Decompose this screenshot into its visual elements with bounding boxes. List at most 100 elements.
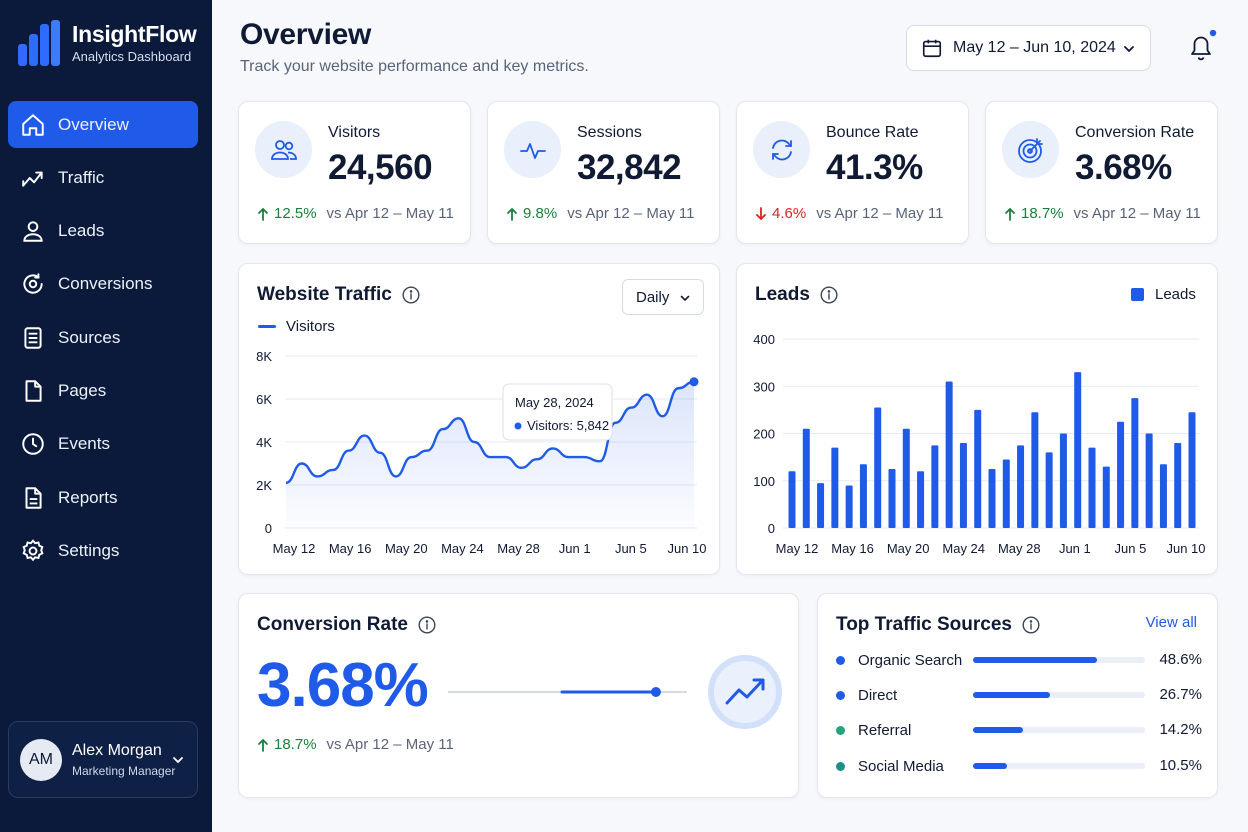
sidebar-item-label: Traffic [58, 167, 105, 187]
chevron-down-icon [1124, 46, 1134, 53]
page-subtitle: Track your website performance and key m… [240, 58, 589, 75]
source-percent: 26.7% [1159, 686, 1202, 703]
legend-label: Leads [1155, 286, 1196, 303]
source-row-social-media[interactable]: Social Media 10.5% [836, 755, 1202, 777]
sidebar-item-label: Sources [58, 327, 121, 347]
page-title: Overview [240, 18, 372, 51]
info-icon[interactable] [1022, 616, 1040, 634]
source-row-organic-search[interactable]: Organic Search 48.6% [836, 649, 1202, 671]
sidebar-item-conversions[interactable]: Conversions [8, 261, 198, 308]
source-bar [973, 763, 1008, 769]
source-bar [973, 657, 1097, 663]
x-tick-label: Jun 10 [1166, 541, 1205, 556]
date-range-label: May 12 – Jun 10, 2024 [953, 39, 1116, 56]
sidebar-item-settings[interactable]: Settings [8, 527, 198, 574]
sidebar-item-pages[interactable]: Pages [8, 367, 198, 414]
list-icon [24, 326, 42, 349]
card-title: Website Traffic [257, 284, 392, 305]
view-all-link[interactable]: View all [1145, 614, 1197, 631]
notification-bell-icon[interactable] [1186, 30, 1218, 64]
kpi-compare: vs Apr 12 – May 11 [326, 205, 454, 222]
sidebar-item-sources[interactable]: Sources [8, 314, 198, 361]
conversion-compare: vs Apr 12 – May 11 [326, 736, 454, 753]
brand: InsightFlow Analytics Dashboard [18, 20, 197, 66]
tooltip-date: May 28, 2024 [515, 395, 594, 410]
source-name: Social Media [858, 757, 944, 775]
sidebar-item-label: Leads [58, 221, 105, 241]
date-range-picker[interactable]: May 12 – Jun 10, 2024 [906, 25, 1151, 71]
bar [1031, 412, 1039, 528]
report-icon [25, 486, 42, 509]
chevron-down-icon [680, 295, 690, 302]
source-percent: 48.6% [1159, 651, 1202, 668]
sidebar-item-leads[interactable]: Leads [8, 208, 198, 255]
kpi-compare: vs Apr 12 – May 11 [816, 205, 944, 222]
bar [859, 464, 867, 528]
chart-tooltip: May 28, 2024 Visitors: 5,842 [502, 383, 613, 441]
y-tick-label: 300 [753, 379, 775, 394]
pulse-icon [519, 142, 546, 159]
x-tick-label: Jun 10 [667, 541, 706, 556]
bar [917, 471, 925, 528]
bar [1017, 445, 1025, 528]
source-bar [973, 692, 1051, 698]
x-tick-label: May 12 [273, 541, 316, 556]
kpi-label: Conversion Rate [1075, 124, 1195, 141]
bar [802, 428, 810, 528]
kpi-label: Visitors [328, 124, 381, 141]
bar [945, 381, 953, 528]
brand-name: InsightFlow [72, 21, 197, 47]
website-traffic-card: Website Traffic Daily Visitors 0 2K 4K 6K 8K… [238, 263, 720, 575]
bar [1045, 452, 1053, 528]
sidebar-item-label: Events [58, 434, 110, 454]
arrow-up-icon [258, 207, 268, 221]
sidebar-item-label: Reports [58, 487, 118, 507]
kpi-value: 3.68% [1075, 148, 1172, 187]
x-tick-label: May 16 [329, 541, 372, 556]
kpi-compare: vs Apr 12 – May 11 [567, 205, 695, 222]
kpi-delta: 4.6% [772, 205, 807, 222]
sidebar-nav: Overview Traffic Leads Conversions Sourc… [8, 101, 198, 581]
legend-label: Visitors [286, 318, 335, 335]
traffic-line-chart: 0 2K 4K 6K 8K May 12 May 16 May 20 May 24 May 28 J… [256, 349, 706, 556]
source-row-referral[interactable]: Referral 14.2% [836, 719, 1202, 741]
card-title: Top Traffic Sources [836, 614, 1012, 635]
bar [788, 471, 796, 528]
x-tick-label: Jun 5 [615, 541, 647, 556]
sidebar-item-events[interactable]: Events [8, 421, 198, 468]
chevron-down-icon [173, 757, 183, 764]
sidebar-item-reports[interactable]: Reports [8, 474, 198, 521]
series-line [285, 380, 695, 485]
bar [1145, 433, 1153, 528]
refresh-icon [771, 139, 792, 160]
source-bar [973, 727, 1023, 733]
bar [888, 468, 896, 528]
page-icon [25, 380, 42, 402]
sidebar-item-traffic[interactable]: Traffic [8, 154, 198, 201]
bar [1188, 412, 1196, 528]
period-dropdown[interactable]: Daily [622, 279, 704, 315]
arrow-up-icon [258, 738, 268, 752]
bar [845, 485, 853, 528]
bar [988, 468, 996, 528]
arrow-down-icon [756, 206, 766, 220]
user-name: Alex Morgan [72, 741, 162, 759]
clock-icon [22, 433, 44, 456]
info-icon[interactable] [418, 616, 436, 634]
source-row-direct[interactable]: Direct 26.7% [836, 684, 1202, 706]
brand-subtitle: Analytics Dashboard [72, 49, 192, 64]
user-menu[interactable]: AM Alex Morgan Marketing Manager [8, 721, 198, 798]
source-dot [836, 655, 845, 665]
series-area [286, 381, 694, 528]
sidebar-item-overview[interactable]: Overview [8, 101, 198, 148]
y-tick-label: 200 [753, 427, 775, 442]
x-tick-label: May 16 [831, 541, 874, 556]
x-tick-label: May 20 [887, 541, 930, 556]
source-name: Direct [858, 686, 898, 704]
y-tick-label: 2K [256, 478, 272, 493]
x-tick-label: Jun 1 [1059, 541, 1091, 556]
info-icon[interactable] [820, 286, 838, 304]
info-icon[interactable] [402, 286, 420, 304]
y-tick-label: 100 [753, 474, 775, 489]
refresh-icon [23, 273, 43, 295]
